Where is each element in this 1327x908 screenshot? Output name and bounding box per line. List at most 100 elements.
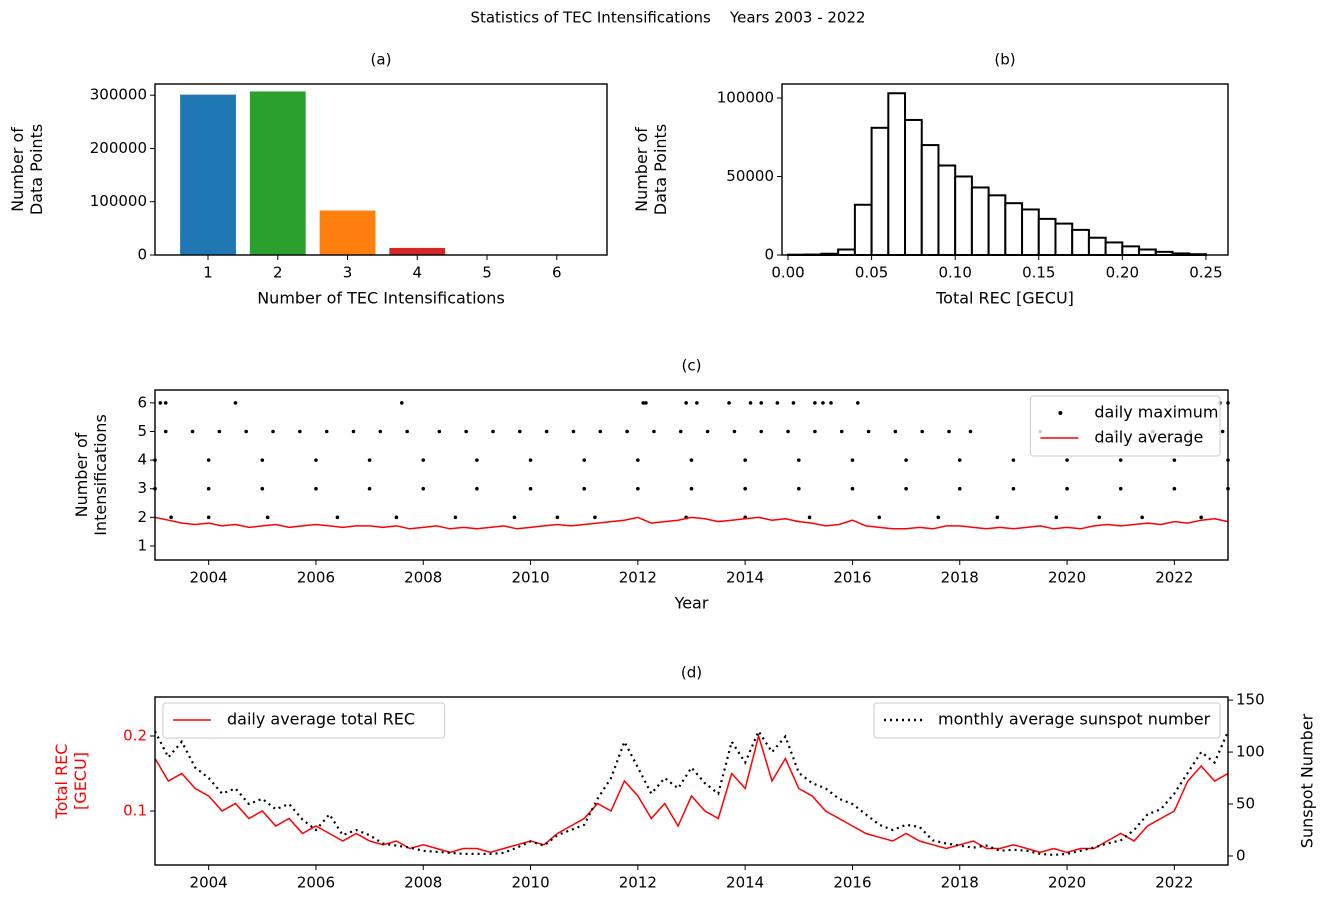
y2-tick-label: 0 [1236, 846, 1246, 864]
x-tick-label: 2010 [511, 569, 549, 587]
y-axis-label: Number of [72, 432, 91, 517]
data-point [813, 429, 817, 434]
data-point [1220, 429, 1225, 434]
legend-label: monthly average sunspot number [938, 710, 1211, 729]
x-tick-label: 2006 [297, 569, 335, 587]
y-axis-label: Intensifications [91, 414, 110, 536]
x-tick-label: 0.00 [771, 264, 804, 282]
data-point [206, 458, 211, 462]
data-point [206, 515, 211, 520]
data-point [421, 486, 426, 491]
data-point [555, 515, 560, 520]
bar [249, 91, 306, 255]
x-tick-label: 2016 [833, 569, 871, 587]
data-point [1011, 486, 1016, 491]
data-point [791, 401, 796, 405]
data-point [378, 429, 383, 434]
x-tick-label: 4 [412, 264, 422, 282]
data-point [421, 458, 426, 462]
legend-box [1029, 395, 1221, 457]
data-point [163, 401, 168, 405]
data-point [652, 429, 656, 434]
data-point [957, 458, 962, 462]
series-line [154, 733, 1229, 854]
x-tick-label: 2010 [511, 874, 549, 892]
x-tick-label: 2012 [619, 874, 657, 892]
legend-label: daily average [1094, 428, 1203, 447]
data-point [1199, 515, 1203, 520]
data-point [206, 486, 211, 491]
data-point [1097, 515, 1102, 520]
data-point [893, 429, 898, 434]
y2-tick-label: 100 [1236, 743, 1265, 761]
y2-tick-label: 50 [1236, 795, 1255, 813]
data-point [904, 486, 908, 491]
y-axis-label: Data Points [651, 124, 670, 215]
histogram-bar [870, 126, 890, 256]
data-point [233, 401, 238, 405]
legend-marker [1058, 411, 1063, 415]
x-tick-label: 2018 [941, 874, 979, 892]
data-point [571, 429, 576, 434]
histogram-bar [1037, 217, 1057, 256]
histogram-bar [987, 194, 1007, 257]
data-point [399, 401, 404, 405]
data-point [877, 515, 882, 520]
data-point [190, 429, 195, 434]
axes-frame [781, 83, 1229, 256]
y-tick-label: 200000 [90, 139, 147, 157]
data-point [453, 515, 458, 520]
x-tick-label: 2004 [190, 874, 228, 892]
histogram-bar [1054, 222, 1074, 257]
y-tick-label: 100000 [90, 192, 147, 210]
data-point [689, 486, 694, 491]
histogram-bar [1021, 208, 1040, 257]
x-tick-label: 2018 [941, 569, 979, 587]
data-point [271, 429, 275, 434]
data-point [298, 429, 302, 434]
x-tick-label: 6 [552, 264, 562, 282]
data-point [518, 429, 522, 434]
series-line [154, 728, 1230, 857]
data-point [475, 458, 479, 462]
data-point [947, 429, 951, 434]
data-point [732, 429, 737, 434]
data-point [689, 458, 694, 462]
data-point [936, 515, 941, 520]
legend-label: daily average total REC [227, 710, 415, 729]
data-point [158, 401, 163, 405]
data-point [1172, 486, 1177, 491]
legend-box [873, 702, 1221, 739]
data-point [957, 486, 962, 491]
y-axis-label: Total REC [52, 744, 71, 820]
y-axis-label: Data Points [27, 124, 46, 215]
data-point [314, 486, 318, 491]
data-point [475, 486, 479, 491]
axes-frame [154, 389, 1229, 561]
data-point [491, 429, 495, 434]
x-tick-label: 0.25 [1189, 264, 1222, 282]
x-axis-label: Year [674, 594, 709, 613]
x-tick-label: 0.05 [855, 264, 888, 282]
data-point [839, 429, 844, 434]
axes-frame [154, 83, 608, 256]
axes-frame [154, 696, 1229, 866]
y-axis-label: Number of [8, 127, 27, 212]
data-point [636, 486, 640, 491]
y-tick-label: 100000 [717, 88, 774, 106]
data-point [786, 429, 790, 434]
histogram-bar [1071, 228, 1090, 257]
histogram-bar [837, 248, 856, 257]
y-tick-label: 0 [137, 246, 147, 264]
histogram-bar [887, 92, 907, 256]
data-point [678, 429, 683, 434]
data-point [1054, 515, 1059, 520]
x-tick-label: 2006 [297, 874, 335, 892]
data-point [265, 515, 270, 520]
y-tick-label: 1 [137, 536, 147, 554]
x-tick-label: 0.15 [1022, 264, 1055, 282]
data-point [260, 458, 265, 462]
y-tick-label: 0.2 [123, 727, 147, 745]
x-tick-label: 5 [482, 264, 492, 282]
data-point [1065, 486, 1069, 491]
